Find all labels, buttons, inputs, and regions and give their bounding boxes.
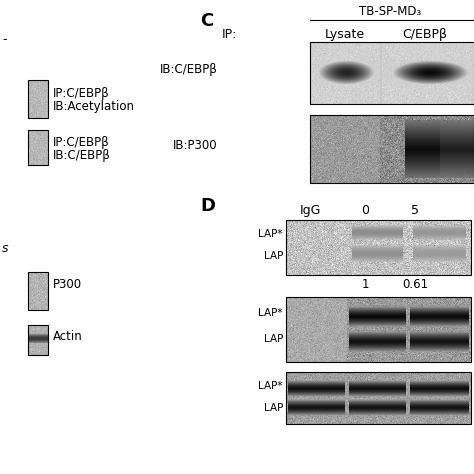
Bar <box>286 220 471 275</box>
Text: Lysate: Lysate <box>325 28 365 41</box>
Text: IP:C/EBPβ: IP:C/EBPβ <box>53 136 110 149</box>
Text: 0: 0 <box>361 204 369 217</box>
Text: P300: P300 <box>53 277 82 291</box>
Bar <box>310 115 474 183</box>
Bar <box>286 297 471 362</box>
Text: TB-SP-MD₃: TB-SP-MD₃ <box>359 5 421 18</box>
Bar <box>28 130 48 165</box>
Text: LAP: LAP <box>264 334 283 344</box>
Text: LAP*: LAP* <box>258 381 283 391</box>
Text: IP:C/EBPβ: IP:C/EBPβ <box>53 87 110 100</box>
Text: C: C <box>200 12 213 30</box>
Bar <box>28 272 48 310</box>
Bar <box>310 42 474 104</box>
Text: IgG: IgG <box>299 204 321 217</box>
Text: LAP*: LAP* <box>258 229 283 239</box>
Text: C/EBPβ: C/EBPβ <box>402 28 447 41</box>
Text: LAP: LAP <box>264 251 283 261</box>
Bar <box>286 372 471 424</box>
Bar <box>28 325 48 355</box>
Text: s: s <box>2 241 9 255</box>
Text: D: D <box>200 197 215 215</box>
Text: 1: 1 <box>361 279 369 292</box>
Text: LAP: LAP <box>264 403 283 413</box>
Text: 5: 5 <box>411 204 419 217</box>
Text: IB:P300: IB:P300 <box>173 138 218 152</box>
Text: LAP*: LAP* <box>258 308 283 318</box>
Text: 0.61: 0.61 <box>402 279 428 292</box>
Text: IB:C/EBPβ: IB:C/EBPβ <box>160 63 218 75</box>
Text: Actin: Actin <box>53 330 83 344</box>
Text: IP:: IP: <box>222 28 237 41</box>
Bar <box>28 80 48 118</box>
Text: IB:Acetylation: IB:Acetylation <box>53 100 135 113</box>
Text: IB:C/EBPβ: IB:C/EBPβ <box>53 149 111 162</box>
Text: -: - <box>2 34 7 46</box>
